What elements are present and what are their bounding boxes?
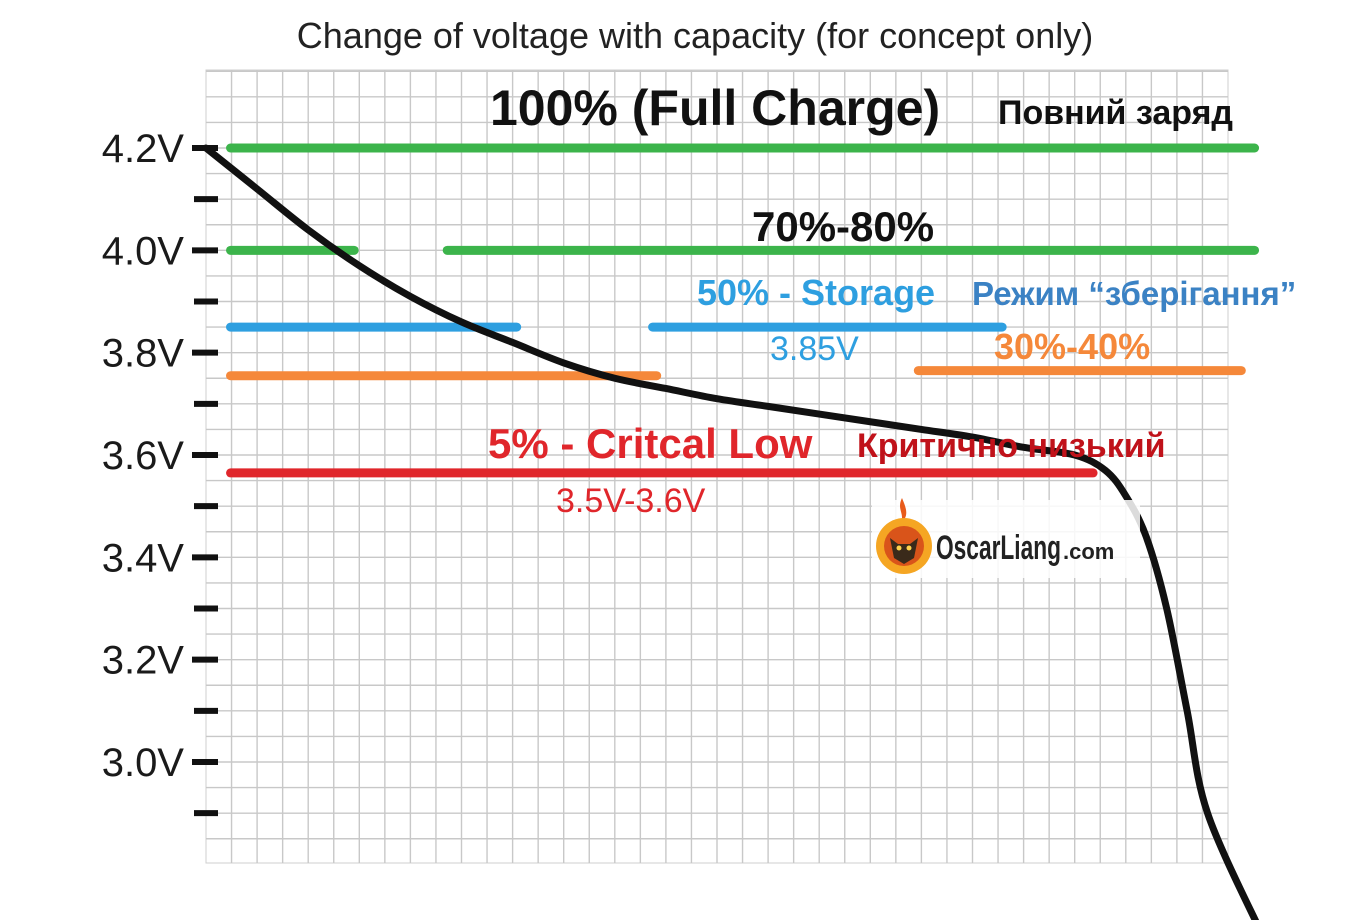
dragon-logo-icon	[876, 498, 932, 574]
annotation-full-charge-ukr: Повний заряд	[998, 94, 1233, 132]
y-tick-label: 3.6V	[102, 434, 185, 478]
y-axis: 4.2V 4.0V 3.8V 3.6V 3.4V 3.2V 3.0V	[102, 127, 218, 817]
y-tick-label: 3.0V	[102, 741, 185, 785]
annotation-critical-voltage: 3.5V-3.6V	[556, 482, 706, 520]
annotation-critical-low: 5% - Critcal Low	[488, 420, 813, 467]
y-tick-label: 3.2V	[102, 639, 185, 683]
y-tick-label: 3.8V	[102, 332, 185, 376]
y-tick-label: 3.4V	[102, 536, 185, 580]
logo-suffix: .com	[1063, 539, 1114, 564]
y-tick-label: 4.2V	[102, 127, 185, 171]
annotation-full-charge: 100% (Full Charge)	[490, 80, 940, 136]
discharge-curve	[202, 144, 1260, 920]
annotation-70-80: 70%-80%	[752, 203, 934, 250]
annotation-storage: 50% - Storage	[697, 272, 935, 313]
y-tick-label: 4.0V	[102, 229, 185, 273]
annotation-critical-low-ukr: Критично низький	[857, 427, 1166, 465]
annotation-storage-ukr: Режим “зберігання”	[972, 275, 1296, 312]
chart-title: Change of voltage with capacity (for con…	[297, 15, 1093, 56]
logo-text: OscarLiang	[936, 529, 1061, 567]
series-line	[202, 144, 1260, 920]
oscarliang-logo: OscarLiang .com	[872, 498, 1140, 578]
plot-grid	[205, 69, 1229, 864]
annotation-storage-voltage: 3.85V	[770, 330, 859, 368]
annotation-30-40: 30%-40%	[994, 326, 1150, 367]
